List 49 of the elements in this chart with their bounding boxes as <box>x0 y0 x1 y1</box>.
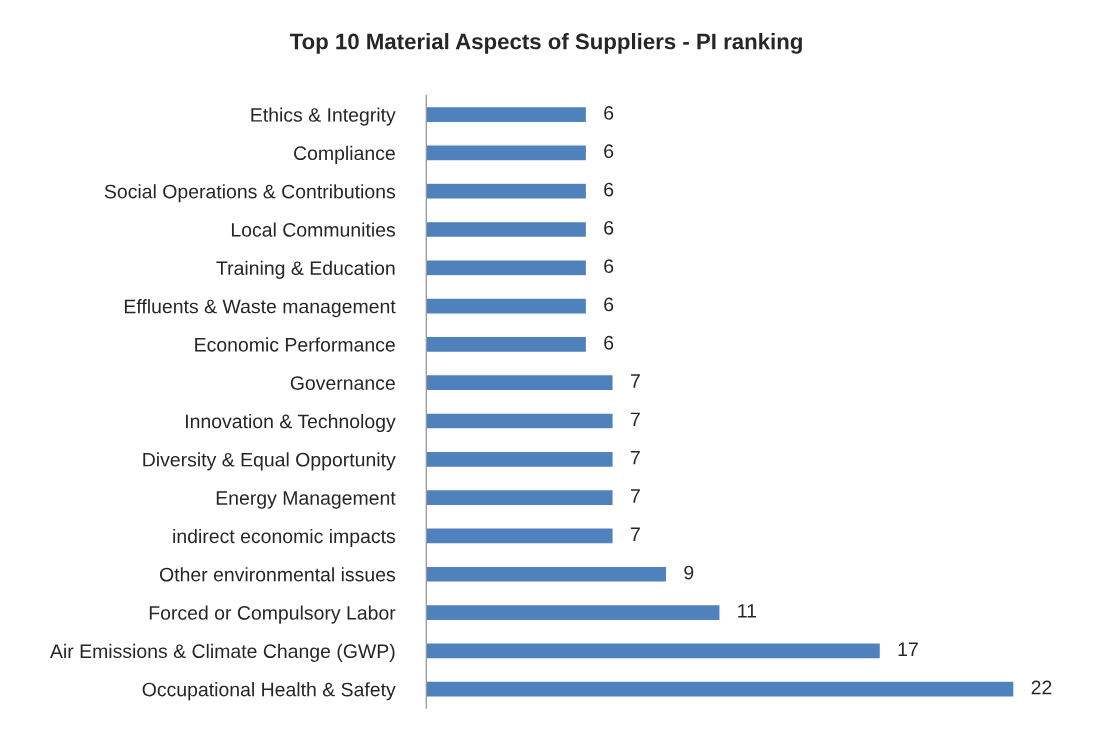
bar <box>426 527 614 545</box>
data-label: 6 <box>604 297 614 312</box>
bar <box>426 182 588 200</box>
y-tick-label: Economic Performance <box>195 337 395 352</box>
data-label: 6 <box>604 259 614 274</box>
y-tick-label: Other environmental issues <box>159 567 396 582</box>
y-tick-label: Training & Education <box>216 260 395 279</box>
bar <box>426 642 882 660</box>
data-label: 7 <box>630 450 640 465</box>
data-label: 9 <box>684 565 694 580</box>
y-tick-label: Ethics & Integrity <box>251 107 396 126</box>
bar <box>426 297 588 315</box>
y-tick-label: Occupational Health & Safety <box>142 682 396 701</box>
y-tick-label: Forced or Compulsory Labor <box>149 605 396 624</box>
data-label: 6 <box>604 106 614 120</box>
data-label: 7 <box>630 489 640 503</box>
y-tick-label: Innovation & Technology <box>186 413 396 433</box>
bar <box>426 488 614 507</box>
bar <box>426 220 588 239</box>
y-tick-label: indirect economic impacts <box>173 528 396 548</box>
y-tick-label: Energy Management <box>216 491 396 509</box>
data-label: 7 <box>630 412 640 427</box>
data-label: 6 <box>604 335 614 350</box>
data-label: 17 <box>898 642 918 656</box>
y-tick-label: Effluents & Waste management <box>124 299 396 318</box>
y-tick-label: Governance <box>290 376 395 390</box>
bar <box>426 259 588 277</box>
data-label: 6 <box>604 220 614 235</box>
data-label: 6 <box>604 182 614 197</box>
bar <box>426 680 1015 698</box>
data-label: 6 <box>604 144 614 159</box>
bar <box>426 603 721 622</box>
bar <box>426 450 614 469</box>
y-tick-label: Diversity & Equal Opportunity <box>143 452 396 471</box>
chart-title: Top 10 Material Aspects of Suppliers - PI ranking <box>289 33 802 54</box>
data-label: 22 <box>1031 680 1052 695</box>
data-label: 7 <box>630 374 640 388</box>
bar <box>426 373 614 392</box>
bar <box>426 565 668 583</box>
data-label: 7 <box>630 527 640 541</box>
bar <box>426 105 588 124</box>
y-tick-label: Local Communities <box>231 222 396 237</box>
data-label: 11 <box>738 604 757 618</box>
bar <box>426 412 614 430</box>
bar <box>426 335 588 354</box>
bar <box>426 144 588 162</box>
y-tick-label: Air Emissions & Climate Change (GWP) <box>50 643 395 662</box>
y-tick-label: Compliance <box>294 145 395 164</box>
y-tick-label: Social Operations & Contributions <box>104 184 396 203</box>
